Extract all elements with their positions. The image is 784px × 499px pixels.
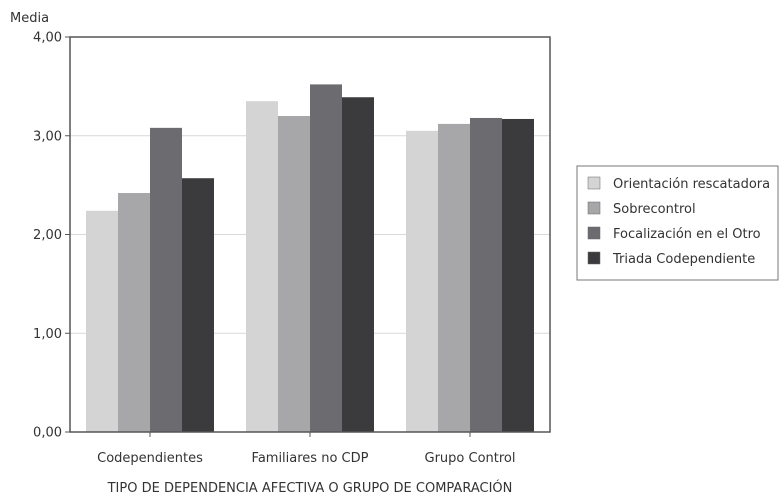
x-category-label: Familiares no CDP bbox=[252, 451, 369, 466]
y-tick-label: 4,00 bbox=[33, 31, 62, 46]
bar bbox=[502, 118, 534, 433]
legend-label: Focalización en el Otro bbox=[613, 227, 761, 242]
y-axis-title: Media bbox=[10, 11, 49, 26]
y-tick-label: 0,00 bbox=[33, 426, 62, 441]
y-axis: 0,00 1,00 2,00 3,00 4,00 bbox=[33, 31, 70, 441]
bar bbox=[182, 178, 214, 432]
legend-swatch bbox=[587, 226, 601, 240]
x-category-label: Codependientes bbox=[97, 451, 203, 466]
bar bbox=[86, 210, 118, 432]
bar bbox=[150, 127, 182, 432]
bar bbox=[118, 193, 150, 432]
bar bbox=[438, 123, 470, 433]
bar bbox=[310, 84, 342, 433]
legend-label: Triada Codependiente bbox=[612, 252, 755, 267]
legend-swatch bbox=[587, 251, 601, 265]
x-axis: Codependientes Familiares no CDP Grupo Con… bbox=[97, 432, 516, 466]
legend-box bbox=[576, 165, 779, 281]
bar bbox=[342, 97, 374, 433]
legend: Orientación rescatadora Sobrecontrol Focal… bbox=[576, 165, 779, 281]
y-tick-label: 3,00 bbox=[33, 129, 62, 144]
bar bbox=[246, 101, 278, 432]
y-tick-label: 1,00 bbox=[33, 327, 62, 342]
legend-label: Sobrecontrol bbox=[613, 202, 696, 217]
bar bbox=[470, 117, 502, 432]
bar bbox=[406, 130, 438, 432]
y-tick-label: 2,00 bbox=[33, 228, 62, 243]
bars bbox=[86, 84, 534, 433]
legend-label: Orientación rescatadora bbox=[613, 177, 770, 192]
x-axis-title: TIPO DE DEPENDENCIA AFECTIVA O GRUPO DE … bbox=[107, 480, 513, 496]
x-category-label: Grupo Control bbox=[425, 451, 516, 466]
legend-swatch bbox=[587, 176, 601, 190]
bar bbox=[278, 116, 310, 432]
legend-swatch bbox=[587, 201, 601, 215]
